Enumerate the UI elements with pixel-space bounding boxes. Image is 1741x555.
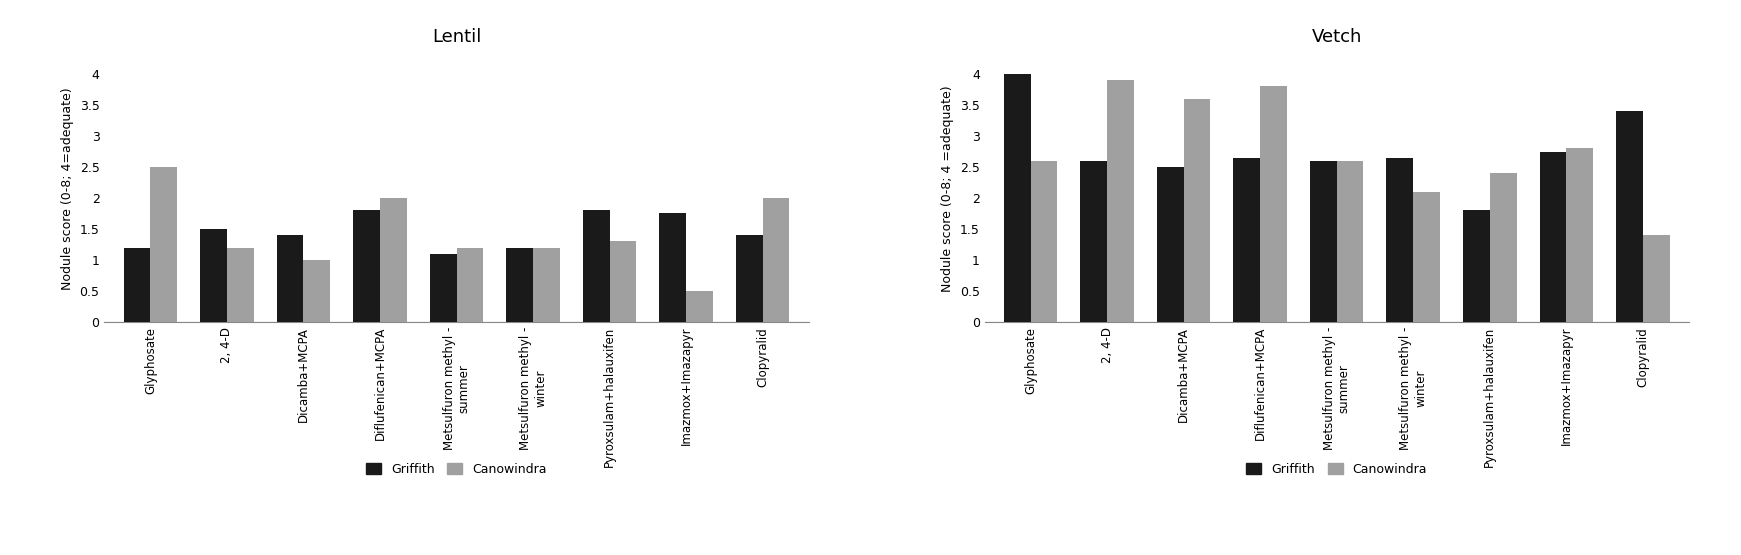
Bar — [1644, 235, 1670, 322]
Bar — [1233, 158, 1260, 322]
Bar — [1462, 210, 1490, 322]
Bar — [303, 260, 331, 322]
Bar — [200, 229, 226, 322]
Bar — [583, 210, 609, 322]
Bar — [226, 248, 254, 322]
Y-axis label: Nodule score (0-8; 4 =adequate): Nodule score (0-8; 4 =adequate) — [942, 85, 954, 292]
Bar — [1337, 161, 1363, 322]
Bar — [353, 210, 380, 322]
Bar — [1386, 158, 1414, 322]
Bar — [1081, 161, 1107, 322]
Bar — [686, 291, 712, 322]
Bar — [1031, 161, 1057, 322]
Bar — [150, 167, 178, 322]
Bar — [763, 198, 789, 322]
Bar — [1490, 173, 1516, 322]
Bar — [1539, 152, 1567, 322]
Y-axis label: Nodule score (0-8; 4=adequate): Nodule score (0-8; 4=adequate) — [61, 87, 75, 290]
Title: Vetch: Vetch — [1311, 28, 1361, 46]
Bar — [380, 198, 407, 322]
Title: Lentil: Lentil — [432, 28, 481, 46]
Bar — [1309, 161, 1337, 322]
Bar — [533, 248, 561, 322]
Bar — [1260, 87, 1287, 322]
Bar — [430, 254, 456, 322]
Bar — [736, 235, 763, 322]
Legend: Griffith, Canowindra: Griffith, Canowindra — [360, 458, 552, 481]
Bar — [456, 248, 484, 322]
Bar — [124, 248, 150, 322]
Bar — [1107, 80, 1133, 322]
Bar — [1616, 111, 1644, 322]
Bar — [1184, 99, 1210, 322]
Bar — [609, 241, 637, 322]
Bar — [1567, 148, 1593, 322]
Bar — [277, 235, 303, 322]
Bar — [660, 214, 686, 322]
Bar — [1414, 192, 1440, 322]
Bar — [1005, 74, 1031, 322]
Legend: Griffith, Canowindra: Griffith, Canowindra — [1241, 458, 1433, 481]
Bar — [507, 248, 533, 322]
Bar — [1156, 167, 1184, 322]
